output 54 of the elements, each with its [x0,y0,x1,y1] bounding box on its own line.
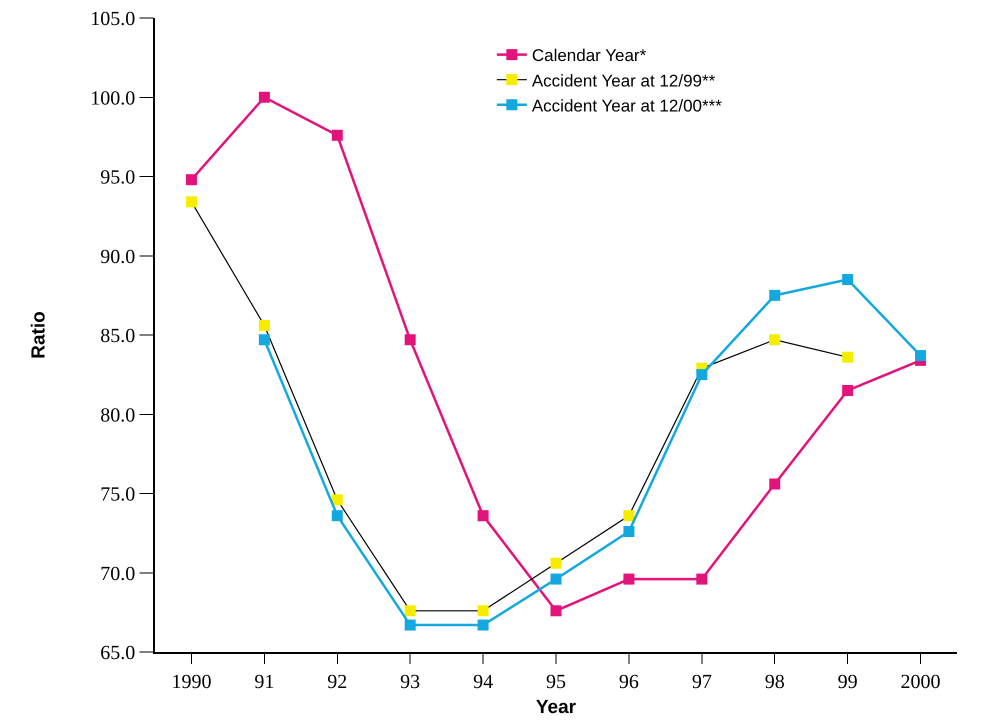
point [696,574,708,585]
point [404,620,416,631]
point [258,334,270,346]
point [478,605,489,616]
x-axis-title: Year [536,697,577,718]
x-tick-label: 91 [254,670,274,693]
y-axis-title: Ratio [28,311,50,359]
x-tick-label: 94 [473,670,494,693]
point [186,174,197,186]
y-tick-label: 95.0 [100,166,136,188]
y-tick-label: 85.0 [100,325,136,347]
point [550,558,562,569]
y-tick-label: 75.0 [100,484,136,506]
point [696,369,708,380]
point [769,334,780,346]
x-tick-label: 93 [400,670,420,693]
point [478,620,489,631]
x-tick-label: 92 [327,670,348,693]
y-tick-label: 90.0 [100,246,136,268]
y-tick-label: 65.0 [100,642,136,664]
point [258,320,270,331]
y-tick-label: 70.0 [100,562,136,585]
point [623,526,634,538]
x-tick-label: 95 [546,670,566,693]
point [769,478,780,490]
point [915,350,926,362]
x-tick-label: 96 [618,670,639,693]
legend-label: Calendar Year* [532,46,647,66]
point [842,384,854,396]
point [258,92,270,103]
point [623,510,634,522]
y-tick-label: 80.0 [100,404,136,426]
point [842,274,854,286]
point [550,574,562,585]
legend-label: Accident Year at 12/00*** [532,96,722,116]
x-tick-label: 1990 [171,670,212,693]
point [769,290,780,301]
y-tick-label: 100.0 [90,87,136,110]
point [478,510,489,522]
x-tick-label: 98 [764,670,785,693]
y-tick-label: 105.0 [90,8,136,30]
point [550,605,562,616]
point [404,334,416,346]
point [623,574,634,585]
point [404,605,416,616]
x-tick-label: 97 [692,670,712,693]
point [842,352,854,363]
x-tick-label: 2000 [900,670,941,693]
point [186,196,197,208]
legend-label: Accident Year at 12/99** [532,71,716,90]
point [332,130,343,141]
point [332,510,343,522]
point [332,494,343,506]
x-tick-label: 99 [838,670,858,693]
